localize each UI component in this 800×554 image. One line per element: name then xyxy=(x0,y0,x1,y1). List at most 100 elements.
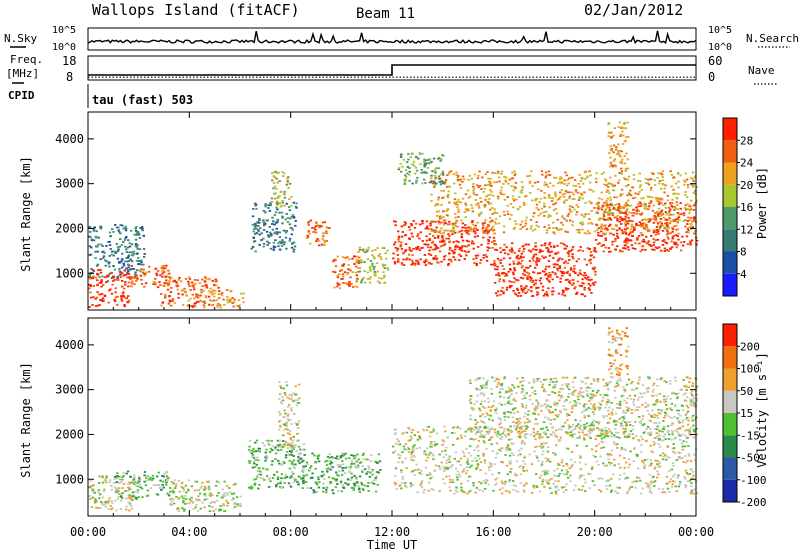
power-cell-r7 xyxy=(319,224,322,227)
power-cell-r11 xyxy=(525,285,528,287)
power-cell-r11 xyxy=(496,257,500,260)
vel-cell-r3 xyxy=(285,476,289,478)
vel-cell-r5 xyxy=(354,482,357,485)
power-cell-r13 xyxy=(539,212,542,215)
power-cell-r11 xyxy=(526,278,529,280)
power-cell-r13 xyxy=(675,220,678,223)
power-cell-r11 xyxy=(556,259,560,262)
vel-cell-r1 xyxy=(138,483,142,486)
power-cell-r10 xyxy=(424,243,428,246)
vel-cell-r5 xyxy=(322,487,325,489)
vel-cell-r6 xyxy=(530,463,534,465)
power-cell-r13 xyxy=(455,225,458,228)
power-cell-r13 xyxy=(673,220,676,222)
vel-cell-r4 xyxy=(287,419,291,422)
power-cell-r12 xyxy=(689,242,692,245)
power-cell-r13 xyxy=(459,187,463,190)
vel-cell-r3 xyxy=(259,470,262,473)
power-cell-r13 xyxy=(526,175,529,178)
vel-cell-r6 xyxy=(480,482,483,485)
power-cell-r13 xyxy=(448,223,452,225)
power-cell-r0 xyxy=(102,257,105,259)
power-cell-r13 xyxy=(677,213,681,216)
power-cell-r13 xyxy=(598,207,602,209)
power-cell-r11 xyxy=(511,242,514,245)
power-cell-r11 xyxy=(553,245,556,248)
vel-cell-r6 xyxy=(607,454,610,457)
vel-cell-r6 xyxy=(487,483,490,486)
power-cell-r0 xyxy=(111,228,114,231)
power-cell-r13 xyxy=(552,203,555,206)
power-cell-r10 xyxy=(424,259,427,262)
power-cell-r15 xyxy=(439,160,442,162)
power-cell-r3 xyxy=(205,286,209,289)
vel-cell-r3 xyxy=(283,482,286,484)
power-cell-r5 xyxy=(284,236,288,239)
power-cell-r13 xyxy=(477,174,480,177)
power-cell-r11 xyxy=(593,249,596,252)
power-cell-r13 xyxy=(554,191,557,194)
power-cell-r12 xyxy=(653,217,657,220)
power-cell-r11 xyxy=(532,279,535,282)
vel-cell-r6 xyxy=(657,487,661,490)
vel-cell-r6 xyxy=(450,465,453,468)
power-cell-r8 xyxy=(343,271,347,274)
vel-cell-r3 xyxy=(263,479,266,481)
power-cell-r13 xyxy=(627,199,630,202)
vel-cell-r6 xyxy=(535,485,538,487)
power-cell-r13 xyxy=(627,184,630,186)
vel-cell-r6 xyxy=(500,438,503,441)
vel-cell-r6 xyxy=(469,475,472,478)
vel-cell-r2 xyxy=(182,501,185,504)
power-cell-r13 xyxy=(664,207,667,209)
power-cell-r13 xyxy=(632,178,636,181)
vel-cell-r6 xyxy=(454,451,458,454)
power-cell-r12 xyxy=(604,239,607,242)
power-cell-r12 xyxy=(692,204,696,207)
power-cell-r1 xyxy=(99,269,102,271)
power-cell-r6 xyxy=(283,191,286,193)
vel-cell-r3 xyxy=(299,452,303,454)
vel-cell-r6 xyxy=(519,464,522,467)
power-cell-r2 xyxy=(129,278,132,280)
vel-cell-r2 xyxy=(207,481,210,484)
power-cell-r8 xyxy=(338,270,342,272)
power-cell-r3 xyxy=(177,292,180,295)
vel-cell-r6 xyxy=(512,480,515,482)
power-cell-r5 xyxy=(264,205,267,208)
vel-cell-r6 xyxy=(648,464,651,467)
power-cell-r1 xyxy=(116,295,119,298)
power-cell-r13 xyxy=(553,193,557,196)
power-cell-r11 xyxy=(549,245,553,248)
vel-cell-r4 xyxy=(279,413,282,415)
power-cell-r0 xyxy=(130,243,134,246)
power-cell-r13 xyxy=(546,185,550,188)
vel-cell-r5 xyxy=(350,462,354,465)
power-cell-r10 xyxy=(436,236,440,239)
vel-cell-r6 xyxy=(482,453,485,455)
vel-cell-r6 xyxy=(669,478,673,481)
power-cell-r13 xyxy=(542,211,545,214)
vel-cell-r5 xyxy=(302,479,305,482)
vel-cell-r6 xyxy=(441,444,444,446)
power-cell-r11 xyxy=(588,279,592,282)
vel-cell-r6 xyxy=(598,477,602,480)
power-cell-r0 xyxy=(119,261,122,264)
power-cell-r9 xyxy=(386,267,389,270)
power-cell-r11 xyxy=(520,266,524,269)
power-cell-r2 xyxy=(165,279,168,282)
power-cell-r1 xyxy=(102,284,105,286)
vel-cell-r6 xyxy=(622,433,626,436)
power-cell-r13 xyxy=(640,204,643,207)
power-cell-r13 xyxy=(507,182,510,185)
vel-cell-r5 xyxy=(334,478,337,481)
power-cell-r0 xyxy=(140,227,143,229)
vel-cell-r5 xyxy=(376,471,380,474)
vel-cell-r6 xyxy=(653,480,657,482)
power-cell-r13 xyxy=(491,228,495,231)
vel-cell-r3 xyxy=(275,484,278,486)
power-cell-r0 xyxy=(135,259,139,262)
power-cell-r14 xyxy=(618,121,622,124)
vel-cell-r2 xyxy=(176,508,179,510)
vel-cell-r1 xyxy=(146,494,150,497)
